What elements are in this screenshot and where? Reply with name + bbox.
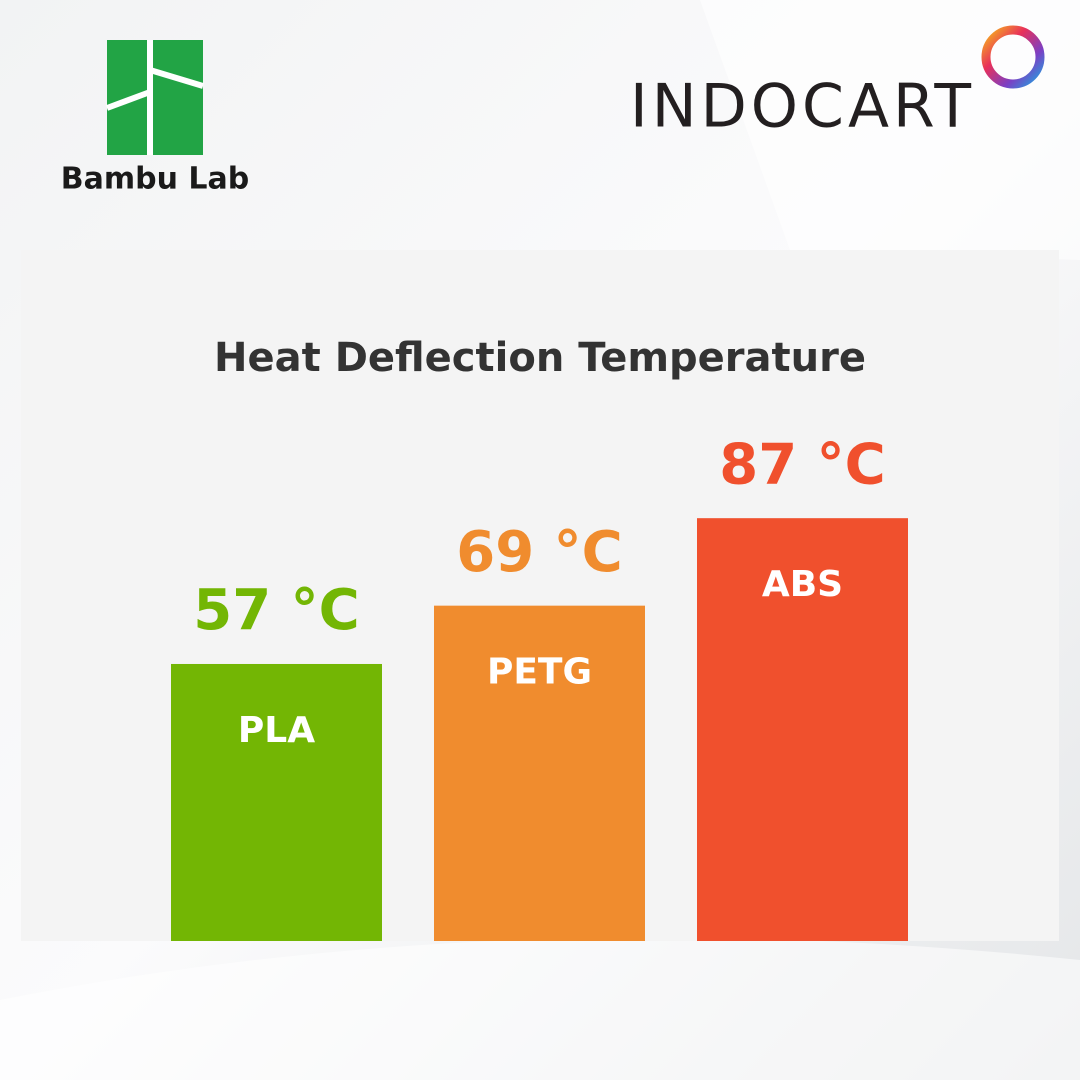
logo-line: [149, 67, 204, 89]
value-label: 69 °C: [456, 520, 623, 585]
chart-title: Heat Deflection Temperature: [214, 335, 866, 381]
bar: [697, 518, 908, 941]
category-label: PLA: [238, 710, 315, 751]
logo-text: INDOCART: [630, 72, 975, 142]
logo-ring: [981, 25, 1045, 89]
logo-text: Bambu Lab: [61, 162, 249, 197]
value-label: 57 °C: [193, 578, 360, 643]
category-label: PETG: [487, 652, 592, 693]
logo-line: [105, 89, 152, 111]
bar: [171, 663, 382, 941]
bar: [434, 605, 645, 941]
background-shape: [0, 937, 1080, 1080]
category-label: ABS: [762, 564, 843, 605]
value-label: 87 °C: [719, 432, 886, 497]
bambu-logo: Bambu Lab: [61, 40, 249, 197]
logo-mark: [107, 40, 203, 155]
indocart-logo: INDOCART: [630, 25, 1045, 142]
